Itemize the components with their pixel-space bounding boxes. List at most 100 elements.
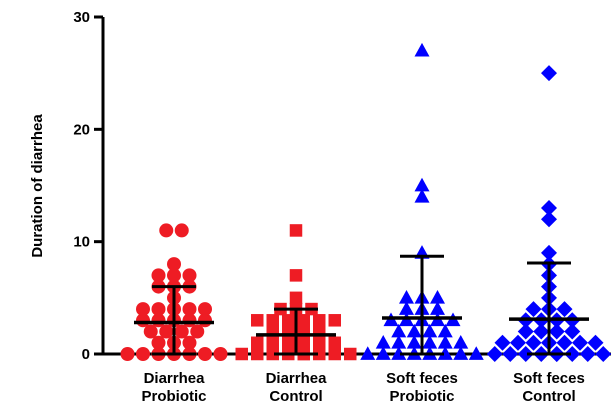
data-point-circle <box>198 347 212 361</box>
data-point-diamond <box>595 346 611 362</box>
data-point-circle <box>167 257 181 272</box>
data-point-circle <box>120 347 135 361</box>
x-category-label: Control <box>522 388 575 405</box>
data-point-triangle <box>391 346 407 360</box>
data-point-square <box>251 314 264 327</box>
x-category-label: Diarrhea <box>144 370 206 387</box>
data-point-triangle <box>406 334 422 349</box>
data-point-triangle <box>414 177 430 192</box>
x-category-label: Soft feces <box>386 370 458 387</box>
data-point-square <box>251 347 264 361</box>
data-point-square <box>289 269 303 282</box>
x-category-label: Probiotic <box>389 388 454 405</box>
data-point-square <box>282 336 295 350</box>
data-point-square <box>282 314 295 327</box>
data-point-circle <box>174 223 189 238</box>
data-point-triangle <box>391 323 407 338</box>
data-point-square <box>235 347 248 361</box>
data-point-square <box>344 347 357 361</box>
x-category-label: Soft feces <box>513 370 585 387</box>
data-point-triangle <box>375 334 391 349</box>
data-point-circle <box>151 268 166 283</box>
data-point-circle <box>143 324 158 339</box>
data-point-square <box>297 314 310 327</box>
y-tick-label: 30 <box>73 9 90 26</box>
data-point-square <box>289 291 303 305</box>
data-point-diamond <box>517 323 534 340</box>
data-point-diamond <box>502 346 519 362</box>
data-point-circle <box>151 335 166 350</box>
data-point-triangle <box>399 301 414 315</box>
data-point-triangle <box>406 323 422 338</box>
data-point-square <box>328 314 341 327</box>
data-point-square <box>328 347 341 361</box>
data-point-circle <box>159 324 174 339</box>
data-point-triangle <box>453 334 469 349</box>
data-point-square <box>289 224 303 237</box>
data-point-diamond <box>572 334 588 351</box>
data-point-circle <box>136 302 150 317</box>
x-category-label: Probiotic <box>141 388 206 405</box>
data-point-triangle <box>414 188 430 203</box>
data-point-triangle <box>430 290 445 304</box>
data-point-diamond <box>541 199 557 216</box>
data-point-circle <box>182 268 197 283</box>
data-point-diamond <box>564 323 581 340</box>
data-point-square <box>266 347 279 361</box>
data-point-triangle <box>360 346 376 360</box>
data-point-triangle <box>375 346 391 360</box>
y-tick-label: 10 <box>73 234 90 251</box>
data-point-circle <box>167 268 181 283</box>
data-point-circle <box>182 335 197 350</box>
data-point-diamond <box>564 346 581 362</box>
data-point-diamond <box>486 346 503 362</box>
data-point-square <box>266 336 279 350</box>
data-point-triangle <box>422 334 438 349</box>
data-point-square <box>313 336 326 350</box>
data-point-square <box>297 336 310 350</box>
data-point-diamond <box>556 301 573 318</box>
data-point-circle <box>159 223 174 238</box>
data-point-diamond <box>517 346 534 362</box>
data-point-diamond <box>533 323 550 340</box>
data-point-diamond <box>541 65 557 82</box>
data-point-triangle <box>453 346 469 360</box>
data-point-square <box>313 347 326 361</box>
data-point-circle <box>151 302 166 317</box>
data-point-diamond <box>548 323 565 340</box>
data-point-circle <box>174 324 189 339</box>
data-point-circle <box>182 302 197 317</box>
data-point-diamond <box>525 334 542 351</box>
data-point-diamond <box>556 334 573 351</box>
data-point-triangle <box>414 42 430 57</box>
x-category-label: Diarrhea <box>266 370 328 387</box>
data-point-diamond <box>587 334 604 351</box>
y-tick-label: 20 <box>73 121 90 138</box>
data-point-circle <box>213 347 228 361</box>
data-point-diamond <box>541 211 557 228</box>
data-point-diamond <box>525 301 542 318</box>
data-point-diamond <box>541 244 557 261</box>
data-point-diamond <box>494 334 511 351</box>
data-point-triangle <box>430 301 445 315</box>
y-tick-label: 0 <box>82 346 90 363</box>
data-point-triangle <box>468 346 484 360</box>
data-point-triangle <box>399 290 414 304</box>
data-point-triangle <box>437 323 453 338</box>
data-point-triangle <box>437 346 453 360</box>
data-point-circle <box>190 324 205 339</box>
data-point-triangle <box>422 323 438 338</box>
plot-area: 0102030DiarrheaProbioticDiarrheaControlS… <box>73 9 611 405</box>
data-point-square <box>313 314 326 327</box>
data-point-square <box>251 336 264 350</box>
data-point-triangle <box>391 334 407 349</box>
data-point-circle <box>136 347 150 361</box>
x-category-label: Control <box>269 388 322 405</box>
data-point-diamond <box>579 346 596 362</box>
data-point-square <box>266 314 279 327</box>
data-point-triangle <box>437 334 453 349</box>
y-axis-title: Duration of diarrhea <box>29 114 46 258</box>
data-point-diamond <box>510 334 526 351</box>
